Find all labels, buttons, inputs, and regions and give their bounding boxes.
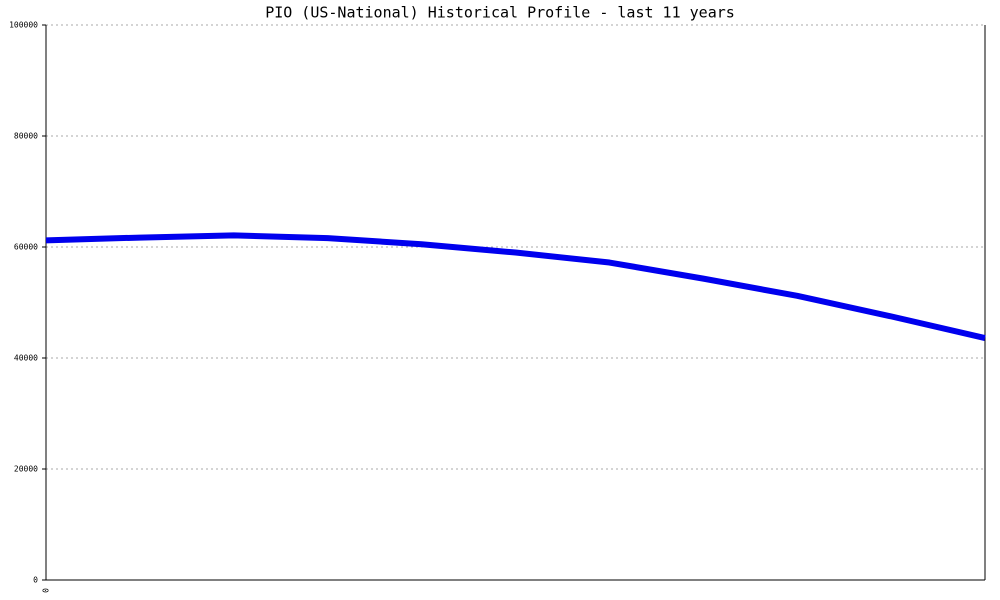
- chart-title: PIO (US-National) Historical Profile - l…: [265, 4, 735, 22]
- y-tick-label: 80000: [14, 132, 38, 141]
- y-tick-label: 100000: [9, 21, 38, 30]
- data-line: [45, 232, 986, 341]
- y-tick-label: 0: [33, 576, 38, 585]
- x-tick-label: 0: [42, 588, 51, 593]
- y-tick-label: 40000: [14, 354, 38, 363]
- y-tick-label: 20000: [14, 465, 38, 474]
- y-tick-label: 60000: [14, 243, 38, 252]
